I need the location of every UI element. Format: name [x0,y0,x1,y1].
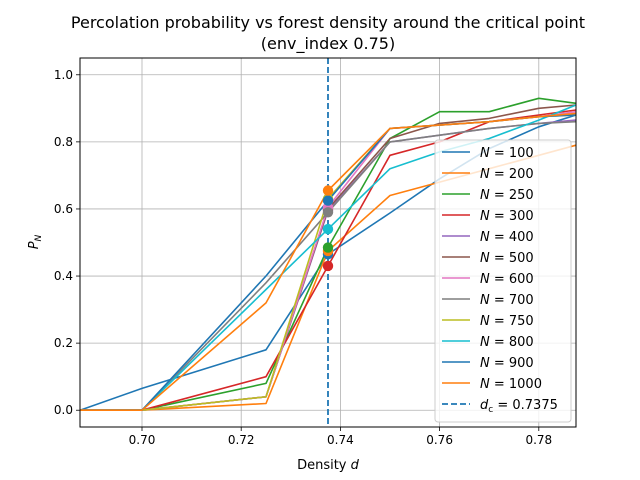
legend-label-critical: dc = 0.7375 [480,398,558,415]
x-axis-ticks: 0.70 0.72 0.74 0.76 0.78 [129,427,552,447]
x-axis-label-text: Density [297,458,351,473]
axes-frame [79,57,577,428]
series-line-N1000 [80,112,577,412]
x-tick-label: 0.70 [129,433,156,447]
legend-label-N500: N = 500 [480,251,534,266]
legend-label-N700: N = 700 [480,293,534,308]
legend-box [434,139,572,423]
legend-label-N300: N = 300 [480,209,534,224]
legend-label-N1000: N = 1000 [480,377,542,392]
y-tick-label: 0.2 [54,336,73,350]
y-tick-label: 1.0 [54,68,73,82]
series-line-N800 [80,104,577,412]
y-tick-label: 0.8 [54,135,73,149]
critical-marker-N1000 [322,185,334,196]
y-axis-label-sub: N [34,234,44,241]
x-tick-label: 0.78 [525,433,552,447]
legend-label-N100: N = 100 [480,146,534,161]
legend: N = 100 N = 200 N = 250 N = 300 N = 400 N = 5… [434,139,572,423]
marker-layer [322,185,334,272]
legend-label-N250: N = 250 [480,188,534,203]
x-tick-label: 0.74 [327,433,354,447]
x-tick-label: 0.76 [426,433,453,447]
legend-label-N900: N = 900 [480,356,534,371]
x-axis-label-var: d [351,458,360,473]
x-axis-label: Density d [297,458,360,473]
y-axis-label-var: P [27,241,42,249]
critical-marker-N900 [322,195,334,206]
series-line-N300 [80,109,577,412]
legend-label-N800: N = 800 [480,335,534,350]
y-axis-ticks: 0.0 0.2 0.4 0.6 0.8 1.0 [54,68,80,417]
legend-label-N600: N = 600 [480,272,534,287]
legend-label-N400: N = 400 [480,230,534,245]
critical-marker-N800 [322,223,334,235]
series-line-N700 [80,120,577,412]
y-axis-label: PN [27,234,44,249]
critical-marker-N700 [322,207,334,218]
x-tick-label: 0.72 [228,433,255,447]
chart-title-line2: (env_index 0.75) [261,34,395,54]
critical-marker-N250 [322,242,334,253]
series-line-N100 [79,114,577,411]
critical-marker-N300 [322,260,334,272]
legend-label-N200: N = 200 [480,167,534,182]
legend-label-N750: N = 750 [480,314,534,329]
y-tick-label: 0.6 [54,202,73,216]
series-layer [79,97,577,412]
legend-items: N = 100 N = 200 N = 250 N = 300 N = 400 N = 5… [442,146,558,415]
y-tick-label: 0.4 [54,269,73,283]
y-tick-label: 0.0 [54,403,73,417]
chart-title-line1: Percolation probability vs forest densit… [71,13,585,32]
